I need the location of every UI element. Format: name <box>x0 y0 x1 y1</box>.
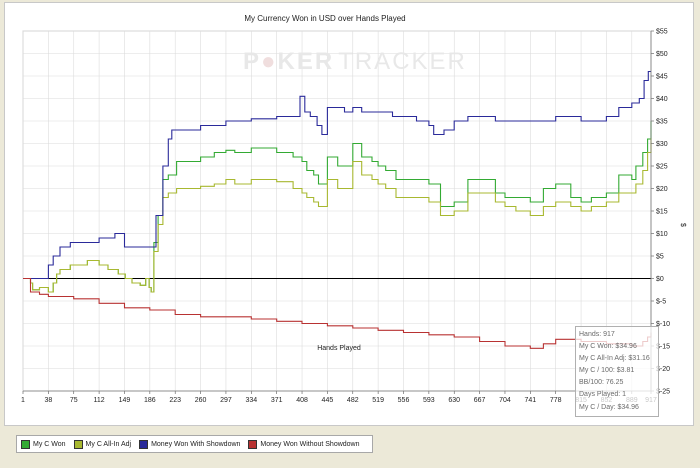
x-tick-label: 260 <box>195 397 207 404</box>
x-tick-label: 297 <box>220 397 232 404</box>
legend-item-won[interactable]: My C Won <box>21 439 66 449</box>
x-tick-label: 112 <box>94 397 105 404</box>
y-tick-label: $10 <box>656 231 668 238</box>
x-tick-label: 223 <box>169 397 181 404</box>
y-tick-label: $5 <box>656 254 664 261</box>
y-tick-label: $40 <box>656 96 668 103</box>
y-tick-label: $20 <box>656 186 668 193</box>
series-line-2 <box>23 70 651 280</box>
stats-tooltip: Hands: 917 My C Won: $34.96 My C All-In … <box>575 326 659 417</box>
legend-label: My C Won <box>33 440 66 448</box>
pokertracker-watermark: P●KER TRACKER <box>243 48 467 75</box>
x-tick-label: 371 <box>271 397 283 404</box>
y-tick-label: $0 <box>656 276 664 283</box>
y-tick-label: $25 <box>656 164 668 171</box>
legend-swatch <box>21 439 30 449</box>
legend-item-showdown[interactable]: Money Won With Showdown <box>139 439 241 449</box>
tooltip-hands: Hands: 917 <box>579 331 615 338</box>
y-tick-label: $-5 <box>656 299 666 306</box>
legend-item-no-showdown[interactable]: Money Won Without Showdown <box>248 439 360 449</box>
y-tick-label: $-10 <box>656 321 670 328</box>
legend-label: My C All-In Adj <box>85 440 132 448</box>
x-tick-label: 186 <box>144 397 156 404</box>
legend-item-allin-adj[interactable]: My C All-In Adj <box>73 439 132 449</box>
legend-label: Money Won Without Showdown <box>260 440 360 448</box>
chart-title: My Currency Won in USD over Hands Played <box>244 14 405 23</box>
chart-panel: P●KER TRACKER My Currency Won in USD over… <box>4 2 694 426</box>
grid <box>22 30 652 392</box>
y-tick-label: $-15 <box>656 344 670 351</box>
x-tick-label: 38 <box>44 397 52 404</box>
x-tick-label: 741 <box>524 397 536 404</box>
tooltip-days-played: Days Played: 1 <box>579 391 627 399</box>
chart-legend: My C Won My C All-In Adj Money Won With … <box>16 435 373 453</box>
x-tick-label: 778 <box>550 397 562 404</box>
x-tick-label: 445 <box>322 397 334 404</box>
y-tick-label: $45 <box>656 74 668 81</box>
x-tick-label: 482 <box>347 397 359 404</box>
tooltip-allin-adj: My C All-In Adj: $31.16 <box>579 355 650 363</box>
x-tick-label: 519 <box>372 397 384 404</box>
y-tick-label: $15 <box>656 209 668 216</box>
y-tick-label: $-20 <box>656 366 670 373</box>
tooltip-per-day: My C / Day: $34.96 <box>579 403 639 411</box>
series-line-1 <box>23 138 652 293</box>
y-tick-label: $30 <box>656 141 668 148</box>
tooltip-bb-100: BB/100: 76.25 <box>579 379 624 387</box>
x-tick-label: 75 <box>70 397 78 404</box>
x-tick-label: 704 <box>499 397 511 404</box>
legend-swatch <box>248 439 258 449</box>
tooltip-won: My C Won: $34.96 <box>579 343 637 351</box>
x-tick-label: 667 <box>474 397 486 404</box>
tooltip-per-100: My C / 100: $3.81 <box>579 367 635 375</box>
y-tick-label: $50 <box>656 51 668 58</box>
y-tick-label: $35 <box>656 119 668 126</box>
x-tick-label: 630 <box>448 397 460 404</box>
legend-swatch <box>73 439 83 449</box>
y-tick-label: $-25 <box>656 389 670 396</box>
x-tick-label: 149 <box>119 397 131 404</box>
x-axis-label: Hands Played <box>317 345 361 352</box>
x-tick-label: 334 <box>245 397 257 404</box>
legend-swatch <box>139 439 149 449</box>
x-tick-label: 1 <box>21 397 25 404</box>
x-tick-label: 408 <box>296 397 308 404</box>
y-axis-label: $ <box>679 223 686 227</box>
legend-label: Money Won With Showdown <box>151 440 241 448</box>
x-tick-label: 556 <box>398 397 410 404</box>
y-tick-label: $55 <box>656 29 668 36</box>
x-tick-label: 593 <box>423 397 435 404</box>
